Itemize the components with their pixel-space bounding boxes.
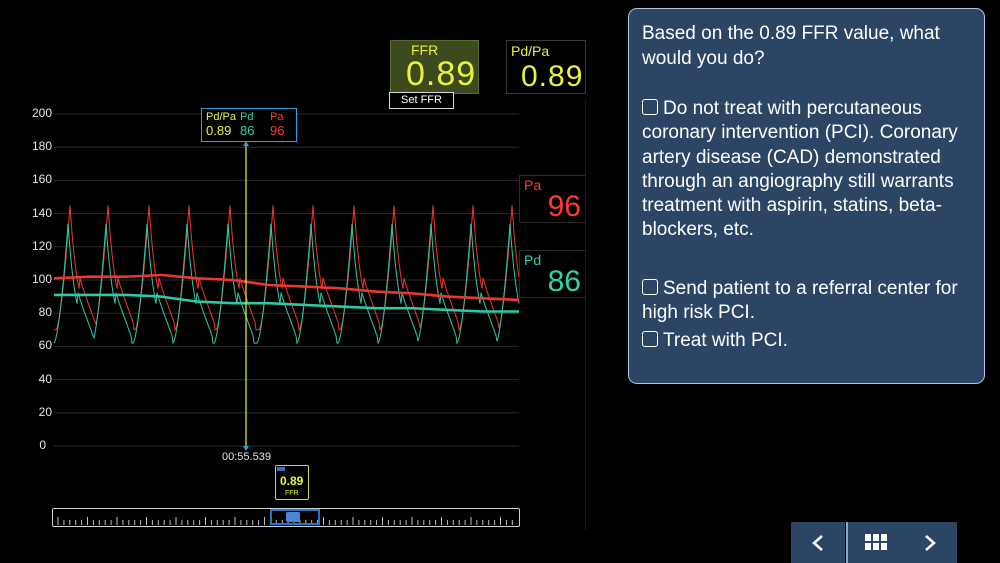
pa-mean-line <box>53 273 520 302</box>
cursor-pdpa-value: 0.89 <box>206 123 232 138</box>
cursor-pa-value: 96 <box>270 123 285 138</box>
checkbox-icon[interactable] <box>642 279 658 295</box>
option-text: Do not treat with percutaneous coronary … <box>642 98 958 241</box>
pa-value: 96 <box>547 190 581 223</box>
question-title: Based on the 0.89 FFR value, what would … <box>642 23 940 69</box>
chevron-right-icon <box>925 535 936 551</box>
option-text: Send patient to a referral center for hi… <box>642 278 958 324</box>
panel-divider <box>585 100 586 530</box>
pa-readout: Pa 96 <box>519 175 586 223</box>
y-tick-label: 160 <box>31 172 52 187</box>
ffr-label: FFR <box>411 42 439 58</box>
y-tick-label: 100 <box>31 272 52 286</box>
y-tick-label: 200 <box>31 106 52 120</box>
checkbox-icon[interactable] <box>642 331 658 347</box>
option-do-not-treat[interactable]: Do not treat with percutaneous coronary … <box>642 97 977 243</box>
pdpa-value: 0.89 <box>521 60 584 93</box>
y-tick-label: 20 <box>38 404 52 419</box>
scrubber-window[interactable] <box>270 509 320 525</box>
cursor-pa-label: Pa <box>270 111 284 123</box>
marker-label: FFR <box>285 490 299 497</box>
pd-readout: Pd 86 <box>519 250 586 298</box>
y-tick-label: 140 <box>31 205 52 220</box>
ffr-marker[interactable]: 0.89 FFR <box>275 465 309 500</box>
y-tick-label: 40 <box>38 371 52 386</box>
option-text: Treat with PCI. <box>663 330 788 351</box>
checkbox-icon[interactable] <box>642 99 658 115</box>
y-tick-label: 80 <box>38 305 52 320</box>
timeline-scrubber[interactable] <box>52 508 520 527</box>
grid-icon <box>865 534 887 550</box>
scrubber-handle[interactable] <box>286 512 300 522</box>
option-treat-pci[interactable]: Treat with PCI. <box>642 329 977 353</box>
pdpa-label: Pd/Pa <box>511 43 550 59</box>
cursor-tooltip: Pd/Pa Pd Pa 0.89 86 96 <box>201 108 297 142</box>
y-tick-label: 0 <box>39 438 46 452</box>
chevron-left-icon <box>812 535 823 551</box>
marker-tag <box>277 467 285 471</box>
cursor-pdpa-label: Pd/Pa <box>206 111 236 123</box>
pd-label: Pd <box>524 252 542 268</box>
pd-waveform <box>53 223 520 345</box>
ffr-readout: FFR 0.89 <box>390 40 479 94</box>
y-tick-label: 60 <box>38 338 52 353</box>
cursor-top-handle <box>243 141 249 146</box>
cursor-bottom-handle <box>243 446 249 451</box>
option-referral[interactable]: Send patient to a referral center for hi… <box>642 277 977 326</box>
prev-button[interactable] <box>791 522 845 563</box>
cursor-pd-value: 86 <box>240 123 255 138</box>
pa-label: Pa <box>524 177 542 193</box>
ffr-value: 0.89 <box>406 55 477 93</box>
cursor-pd-label: Pd <box>240 111 254 123</box>
pdpa-readout: Pd/Pa 0.89 <box>506 40 586 94</box>
marker-value: 0.89 <box>280 474 304 488</box>
y-tick-label: 120 <box>31 238 52 253</box>
question-panel: Based on the 0.89 FFR value, what would … <box>628 8 985 384</box>
scrubber-ticks <box>57 509 513 525</box>
pressure-chart <box>53 113 520 451</box>
next-button[interactable] <box>903 522 957 563</box>
grid-menu-button[interactable] <box>846 522 905 563</box>
pd-value: 86 <box>547 265 581 298</box>
y-tick-label: 180 <box>31 139 52 154</box>
cursor-time: 00:55.539 <box>222 451 271 463</box>
pa-waveform <box>54 205 520 332</box>
pd-mean-line <box>54 293 519 313</box>
set-ffr-button[interactable]: Set FFR <box>389 92 454 109</box>
